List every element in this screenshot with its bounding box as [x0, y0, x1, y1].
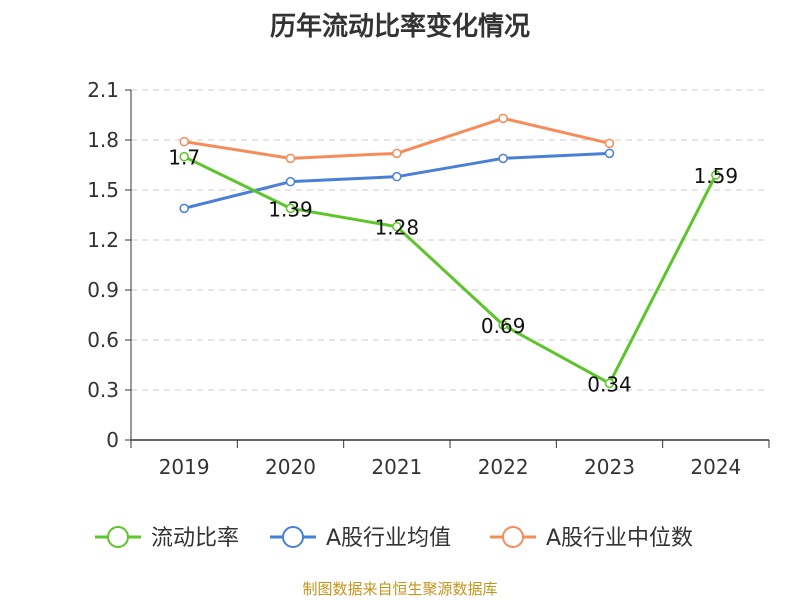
- data-label: 0.69: [481, 314, 526, 338]
- chart-title: 历年流动比率变化情况: [269, 12, 530, 42]
- source-note: 制图数据来自恒生聚源数据库: [302, 580, 498, 598]
- data-label: 1.59: [694, 164, 739, 188]
- y-tick-label: 2.1: [87, 78, 119, 102]
- data-point: [392, 221, 402, 232]
- legend-marker: [107, 526, 129, 548]
- series-lines: [179, 113, 721, 389]
- x-tick-label: 2022: [478, 455, 529, 479]
- data-point: [604, 378, 615, 389]
- x-tick-label: 2023: [584, 455, 635, 479]
- legend-item[interactable]: A股行业均值: [270, 526, 451, 551]
- data-point: [498, 320, 508, 330]
- data-point: [179, 136, 189, 147]
- data-label: 0.34: [587, 372, 632, 396]
- data-point: [392, 148, 402, 159]
- legend-label: A股行业均值: [326, 526, 451, 551]
- y-tick-label: 0: [106, 428, 119, 452]
- y-tick-label: 0.3: [87, 378, 119, 402]
- x-tick-label: 2019: [159, 455, 210, 479]
- data-label: 1.28: [375, 216, 420, 240]
- data-labels: 1.7 1.39 1.28 0.69 0.34 1.59: [168, 146, 738, 397]
- grid-lines: [131, 89, 769, 391]
- legend-item[interactable]: A股行业中位数: [490, 526, 693, 551]
- data-point: [179, 151, 189, 162]
- data-point: [285, 203, 296, 214]
- y-tick-label: 1.2: [87, 228, 119, 252]
- data-point: [285, 176, 296, 187]
- x-tick-label: 2024: [690, 455, 741, 479]
- data-point: [392, 171, 402, 182]
- y-tick-label: 1.5: [87, 178, 119, 202]
- data-point: [179, 203, 189, 214]
- y-tick-label: 0.9: [87, 278, 119, 302]
- x-tick-label: 2021: [371, 455, 422, 479]
- y-tick-label: 0.6: [87, 328, 119, 352]
- data-label: 1.39: [268, 197, 313, 221]
- data-point: [498, 113, 508, 124]
- data-point: [711, 170, 721, 180]
- legend-label: 流动比率: [151, 526, 239, 551]
- data-point: [285, 153, 296, 164]
- legend-item[interactable]: 流动比率: [95, 526, 239, 551]
- data-point: [604, 138, 615, 149]
- legend[interactable]: 流动比率 A股行业均值 A股行业中位数: [95, 526, 693, 551]
- data-point: [604, 148, 615, 159]
- y-tick-label: 1.8: [87, 128, 119, 152]
- x-tick-label: 2020: [265, 455, 316, 479]
- axes: 0 0.3 0.6 0.9 1.2 1.5 1.8 2.1 2019 2020 2021 2022 20…: [87, 78, 770, 479]
- data-point: [498, 153, 508, 164]
- legend-marker: [282, 526, 304, 548]
- legend-marker: [502, 526, 524, 548]
- series-line: [183, 155, 718, 385]
- legend-label: A股行业中位数: [546, 526, 693, 551]
- data-label: 1.7: [168, 146, 200, 170]
